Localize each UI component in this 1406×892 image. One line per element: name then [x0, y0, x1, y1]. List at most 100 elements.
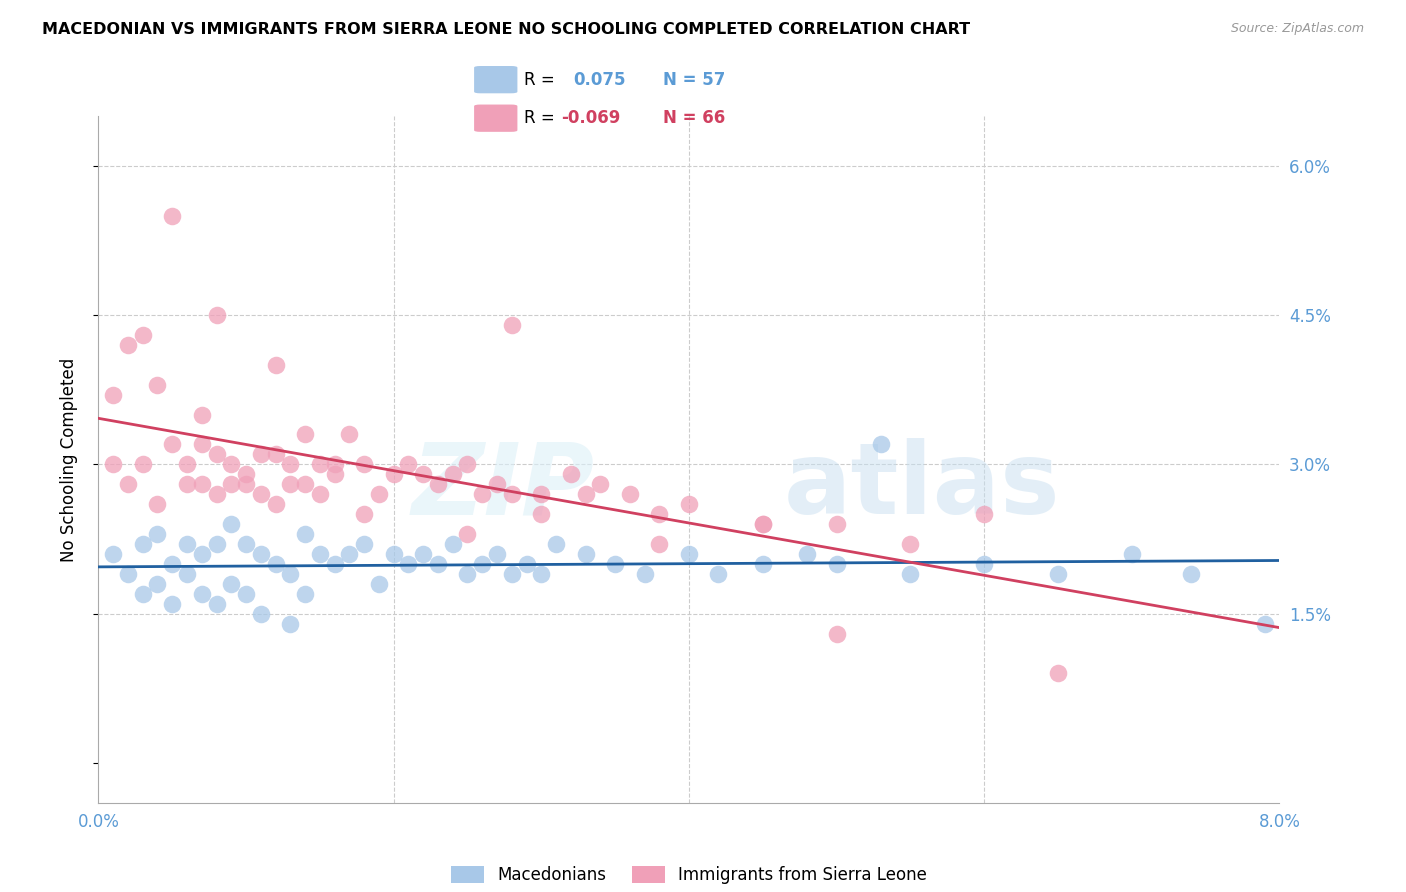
Text: Source: ZipAtlas.com: Source: ZipAtlas.com [1230, 22, 1364, 36]
Point [219, 576, 242, 591]
Point [103, 547, 125, 561]
Point [146, 527, 169, 541]
Point [353, 458, 375, 472]
Point [396, 557, 419, 571]
Point [471, 487, 494, 501]
Text: N = 57: N = 57 [662, 70, 725, 88]
Point [456, 566, 478, 581]
Point [648, 537, 671, 551]
Point [1254, 616, 1277, 631]
Point [132, 328, 155, 343]
Point [205, 447, 228, 461]
Point [308, 458, 332, 472]
Point [323, 458, 346, 472]
Point [264, 557, 287, 571]
Point [900, 537, 922, 551]
Point [337, 427, 360, 442]
Point [294, 427, 316, 442]
Text: R =: R = [523, 109, 554, 128]
Point [825, 517, 848, 532]
Point [191, 547, 214, 561]
Point [485, 477, 508, 491]
Point [205, 597, 228, 611]
Point [191, 587, 214, 601]
Point [337, 547, 360, 561]
Point [264, 447, 287, 461]
Point [278, 566, 302, 581]
Point [146, 497, 169, 511]
Point [485, 547, 508, 561]
Point [973, 507, 995, 521]
FancyBboxPatch shape [474, 66, 517, 94]
Text: MACEDONIAN VS IMMIGRANTS FROM SIERRA LEONE NO SCHOOLING COMPLETED CORRELATION CH: MACEDONIAN VS IMMIGRANTS FROM SIERRA LEO… [42, 22, 970, 37]
Point [426, 477, 449, 491]
Point [471, 557, 494, 571]
Point [412, 467, 434, 482]
Point [589, 477, 612, 491]
Text: 0.075: 0.075 [574, 70, 626, 88]
Point [117, 477, 139, 491]
Point [619, 487, 641, 501]
Point [530, 507, 553, 521]
Point [103, 458, 125, 472]
Point [412, 547, 434, 561]
Point [235, 537, 257, 551]
Text: atlas: atlas [783, 438, 1060, 535]
Point [574, 547, 596, 561]
Point [278, 458, 302, 472]
Point [869, 437, 891, 451]
Point [308, 487, 332, 501]
Point [176, 537, 198, 551]
Point [162, 557, 183, 571]
Point [103, 387, 125, 401]
Point [530, 487, 553, 501]
Point [353, 537, 375, 551]
Point [456, 527, 478, 541]
Point [250, 607, 273, 621]
Point [162, 597, 183, 611]
Point [117, 566, 139, 581]
Point [441, 467, 464, 482]
Point [382, 467, 405, 482]
Point [900, 566, 922, 581]
Point [176, 458, 198, 472]
Point [191, 437, 214, 451]
Point [560, 467, 582, 482]
Point [515, 557, 537, 571]
Point [633, 566, 655, 581]
Point [264, 497, 287, 511]
Point [132, 537, 155, 551]
Point [191, 477, 214, 491]
Point [205, 487, 228, 501]
Point [205, 308, 228, 322]
Point [751, 517, 773, 532]
Point [751, 557, 773, 571]
Point [294, 587, 316, 601]
Point [146, 377, 169, 392]
Point [235, 587, 257, 601]
Point [456, 458, 478, 472]
Point [219, 477, 242, 491]
Point [1046, 666, 1069, 681]
Point [530, 566, 553, 581]
FancyBboxPatch shape [474, 104, 517, 132]
Point [323, 467, 346, 482]
Point [825, 557, 848, 571]
Point [219, 517, 242, 532]
Point [678, 547, 700, 561]
Point [294, 527, 316, 541]
Point [353, 507, 375, 521]
Point [162, 437, 183, 451]
Point [707, 566, 730, 581]
Point [1121, 547, 1143, 561]
Point [574, 487, 596, 501]
Point [546, 537, 568, 551]
Point [235, 467, 257, 482]
Point [441, 537, 464, 551]
Point [250, 487, 273, 501]
Point [176, 566, 198, 581]
Point [205, 537, 228, 551]
Point [501, 487, 523, 501]
Point [648, 507, 671, 521]
Point [501, 318, 523, 332]
